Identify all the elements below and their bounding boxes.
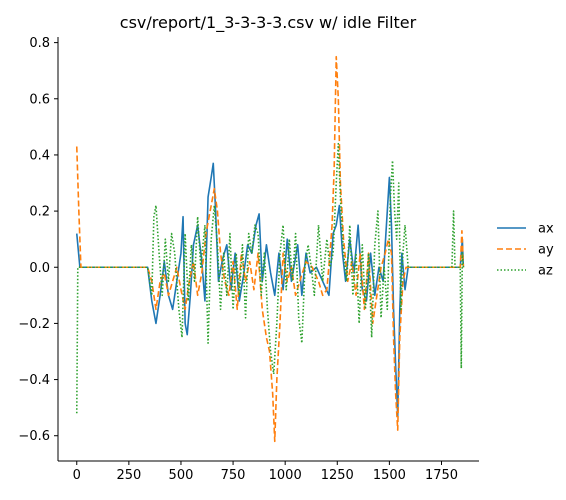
legend-label-ay: ay bbox=[538, 243, 554, 258]
legend: ax ay az bbox=[497, 222, 554, 279]
y-tick-label: −0.2 bbox=[18, 317, 50, 332]
series-line-ay bbox=[75, 55, 465, 443]
chart-title: csv/report/1_3-3-3-3.csv w/ idle Filter bbox=[120, 13, 417, 33]
x-tick-label: 1250 bbox=[321, 468, 354, 483]
y-tick-label: −0.4 bbox=[18, 373, 50, 388]
x-tick-label: 250 bbox=[116, 468, 141, 483]
series-line-az bbox=[75, 142, 465, 414]
y-tick-label: 0.8 bbox=[29, 36, 50, 51]
y-tick-label: 0.4 bbox=[29, 148, 50, 163]
series-line-ax bbox=[75, 162, 465, 417]
y-tick-label: 0.2 bbox=[29, 205, 50, 220]
x-tick-label: 500 bbox=[169, 468, 194, 483]
y-tick-label: −0.6 bbox=[18, 429, 50, 444]
x-tick-label: 0 bbox=[73, 468, 81, 483]
x-tick-label: 750 bbox=[221, 468, 246, 483]
y-tick-label: 0.0 bbox=[29, 261, 50, 276]
x-tick-label: 1500 bbox=[373, 468, 406, 483]
x-tick-label: 1750 bbox=[425, 468, 458, 483]
x-tick-label: 1000 bbox=[269, 468, 302, 483]
axes: 0 250 500 750 1000 1250 1500 1750 −0.6 −0.4 −0.2 0.… bbox=[18, 36, 479, 483]
legend-label-ax: ax bbox=[538, 222, 554, 237]
y-tick-label: 0.6 bbox=[29, 92, 50, 107]
legend-label-az: az bbox=[538, 264, 553, 279]
